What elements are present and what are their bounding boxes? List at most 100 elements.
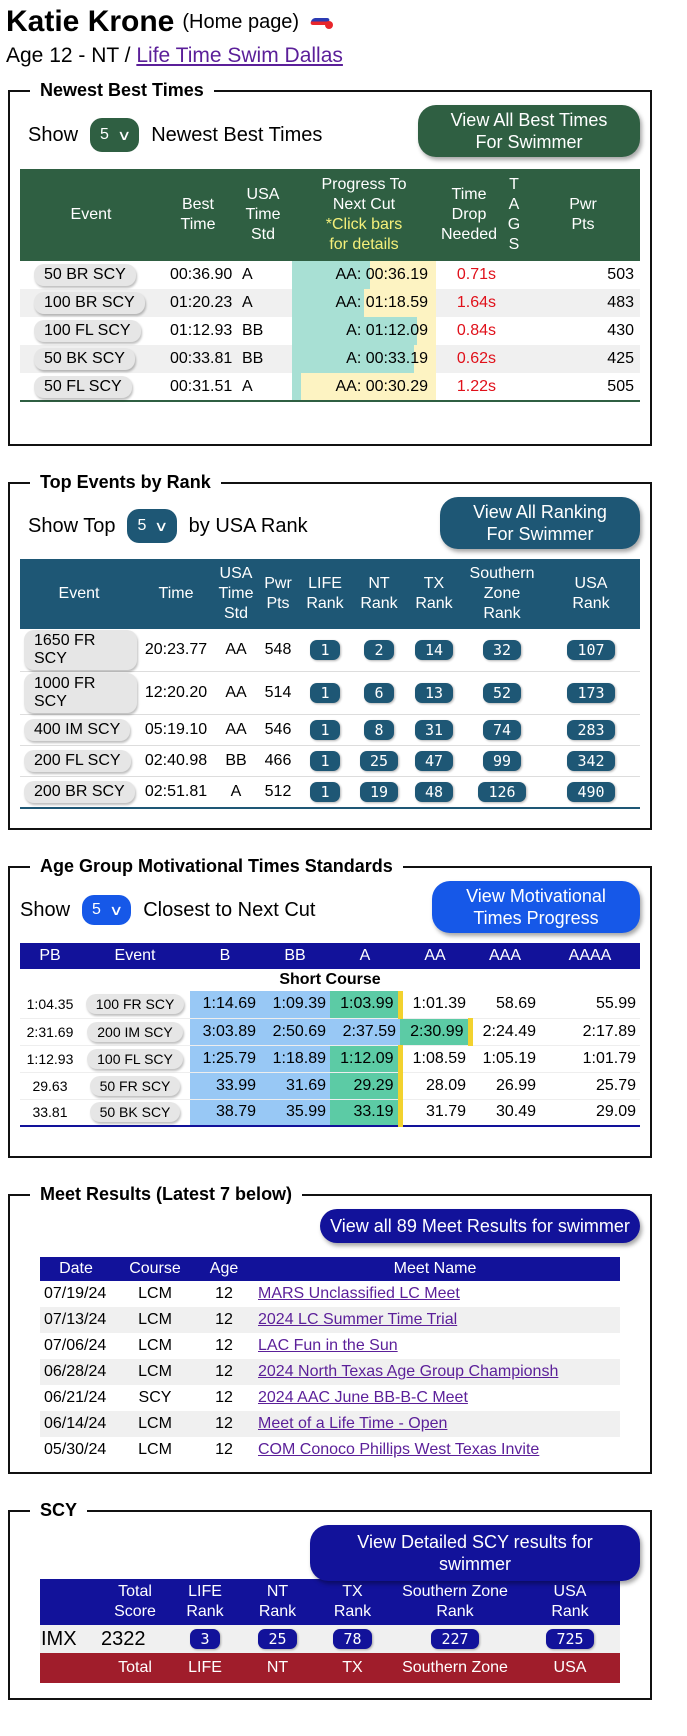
motivational-count-select[interactable]: 5 ∨ [82, 895, 132, 925]
sz-rank-cell: 74 [462, 715, 542, 746]
nt-rank-badge[interactable]: 19 [359, 781, 399, 802]
meet-results-body: 07/19/24 LCM 12 MARS Unclassified LC Meet 07… [40, 1281, 620, 1463]
meet-name-link[interactable]: LAC Fun in the Sun [258, 1337, 398, 1354]
top-events-count-select[interactable]: 5 ∨ [127, 509, 177, 543]
tx-rank-badge[interactable]: 47 [414, 751, 454, 771]
event-pill[interactable]: 50 FR SCY [89, 1075, 181, 1096]
progress-bar[interactable]: A: 00:33.19 [292, 345, 436, 373]
tx-rank-badge[interactable]: 14 [414, 640, 454, 660]
usa-rank-cell: 342 [542, 746, 640, 777]
usa-rank-badge[interactable]: 107 [567, 640, 615, 660]
meet-name-link[interactable]: MARS Unclassified LC Meet [258, 1285, 460, 1302]
nt-rank-badge[interactable]: 8 [364, 720, 394, 740]
life-rank-badge[interactable]: 1 [310, 720, 340, 740]
event-pill[interactable]: 50 BK SCY [34, 348, 135, 370]
nt-rank-badge[interactable]: 2 [364, 640, 394, 660]
usa-std-cell: AA [225, 641, 247, 658]
chevron-down-icon: ∨ [108, 901, 124, 918]
meet-name-link[interactable]: 2024 AAC June BB-B-C Meet [258, 1389, 468, 1406]
pwr-pts-cell: 430 [607, 322, 634, 339]
sz-rank-badge[interactable]: 99 [482, 751, 522, 771]
life-rank-badge[interactable]: 1 [310, 640, 340, 660]
life-rank-badge[interactable]: 1 [310, 751, 340, 771]
progress-bar[interactable]: AA: 01:18.59 [292, 289, 436, 317]
meet-name-link[interactable]: Meet of a Life Time - Open [258, 1415, 448, 1432]
col-usa-rank: USA Rank [572, 575, 610, 612]
club-link[interactable]: Life Time Swim Dallas [136, 44, 343, 67]
progress-bar[interactable]: A: 01:12.09 [292, 317, 436, 345]
view-all-best-times-button[interactable]: View All Best Times For Swimmer [418, 105, 640, 157]
event-pill[interactable]: 50 FL SCY [34, 375, 132, 398]
imx-nt-rank[interactable]: 25 [258, 1629, 297, 1649]
col-pwr-pts: Pwr Pts [264, 575, 292, 612]
event-pill[interactable]: 100 BR SCY [34, 292, 145, 314]
nt-rank-badge[interactable]: 6 [364, 683, 394, 703]
usa-std-cell: A [234, 289, 292, 317]
top-events-suffix: by USA Rank [188, 514, 308, 537]
imx-usa-rank[interactable]: 725 [546, 1629, 594, 1649]
swimmer-name: Katie Krone [6, 5, 175, 38]
progress-label: AA: 00:30.29 [335, 377, 428, 395]
view-detailed-scy-button[interactable]: View Detailed SCY results for swimmer [310, 1525, 640, 1581]
std-aaa-cell: 26.99 [470, 1072, 540, 1099]
std-aaaa-cell: 55.99 [540, 991, 640, 1018]
event-pill[interactable]: 50 BR SCY [34, 264, 136, 286]
event-cell: 50 BR SCY [20, 261, 162, 289]
progress-bar[interactable]: AA: 00:36.19 [292, 261, 436, 289]
event-pill[interactable]: 100 FR SCY [85, 994, 185, 1015]
event-pill[interactable]: 400 IM SCY [24, 719, 131, 741]
course-cell: LCM [112, 1411, 198, 1437]
event-pill[interactable]: 200 FL SCY [24, 750, 131, 772]
event-pill[interactable]: 200 IM SCY [87, 1021, 183, 1042]
meet-name-link[interactable]: COM Conoco Phillips West Texas Invite [258, 1441, 540, 1458]
meet-results-header-row: Date Course Age Meet Name [40, 1257, 620, 1281]
meet-results-table: Date Course Age Meet Name 07/19/24 LCM 12 MARS… [40, 1257, 620, 1463]
sz-rank-badge[interactable]: 32 [482, 640, 522, 660]
sz-rank-badge[interactable]: 126 [478, 781, 526, 802]
life-rank-badge[interactable]: 1 [310, 781, 340, 802]
meet-row: 05/30/24 LCM 12 COM Conoco Phillips West Te… [40, 1437, 620, 1463]
event-pill[interactable]: 1000 FR SCY [24, 673, 137, 713]
usa-rank-badge[interactable]: 342 [567, 751, 615, 771]
imx-life-rank[interactable]: 3 [190, 1629, 220, 1649]
date-cell: 06/14/24 [40, 1411, 112, 1437]
life-rank-cell: 1 [298, 777, 352, 808]
tx-rank-badge[interactable]: 48 [414, 781, 454, 802]
best-time-row: 50 FL SCY 00:31.51 A AA: 00:30.29 1.22s 505 [20, 373, 640, 401]
event-pill[interactable]: 50 BK SCY [89, 1102, 181, 1123]
tx-rank-badge[interactable]: 13 [414, 683, 454, 703]
meet-name-cell: 2024 LC Summer Time Trial [250, 1307, 620, 1333]
progress-bar[interactable]: AA: 00:30.29 [292, 373, 436, 401]
progress-label: AA: 00:36.19 [335, 266, 428, 283]
life-rank-badge[interactable]: 1 [310, 683, 340, 703]
imx-sz-rank[interactable]: 227 [431, 1629, 479, 1649]
std-aaa-cell: 30.49 [470, 1099, 540, 1126]
imx-tx-rank[interactable]: 78 [333, 1629, 372, 1649]
tx-rank-badge[interactable]: 31 [414, 720, 454, 740]
event-cell: 50 FR SCY [80, 1072, 190, 1099]
view-all-meet-results-button[interactable]: View all 89 Meet Results for swimmer [320, 1209, 640, 1243]
second-tx: TX [342, 1659, 363, 1676]
event-pill[interactable]: 200 BR SCY [24, 780, 135, 803]
nt-rank-cell: 19 [352, 777, 406, 808]
event-pill[interactable]: 100 FL SCY [34, 320, 141, 342]
usa-rank-badge[interactable]: 490 [567, 781, 615, 802]
sz-rank-badge[interactable]: 74 [482, 720, 522, 740]
col-pb: PB [39, 947, 61, 964]
course-row: Short Course [20, 969, 640, 991]
view-motivational-button[interactable]: View Motivational Times Progress [432, 881, 640, 933]
meet-name-link[interactable]: 2024 North Texas Age Group Championsh [258, 1363, 559, 1380]
sz-rank-badge[interactable]: 52 [482, 683, 522, 703]
usa-rank-badge[interactable]: 173 [567, 683, 615, 703]
event-pill[interactable]: 100 FL SCY [87, 1048, 183, 1069]
col-date: Date [59, 1260, 93, 1277]
meet-name-cell: 2024 North Texas Age Group Championsh [250, 1359, 620, 1385]
event-pill[interactable]: 1650 FR SCY [24, 630, 137, 670]
usa-rank-badge[interactable]: 283 [567, 720, 615, 740]
view-all-ranking-button[interactable]: View All Ranking For Swimmer [440, 497, 640, 549]
col-aaa: AAA [488, 947, 521, 964]
meet-name-link[interactable]: 2024 LC Summer Time Trial [258, 1311, 458, 1328]
best-times-count-select[interactable]: 5 ∨ [90, 118, 140, 152]
progress-track [292, 373, 436, 400]
nt-rank-badge[interactable]: 25 [359, 751, 399, 771]
